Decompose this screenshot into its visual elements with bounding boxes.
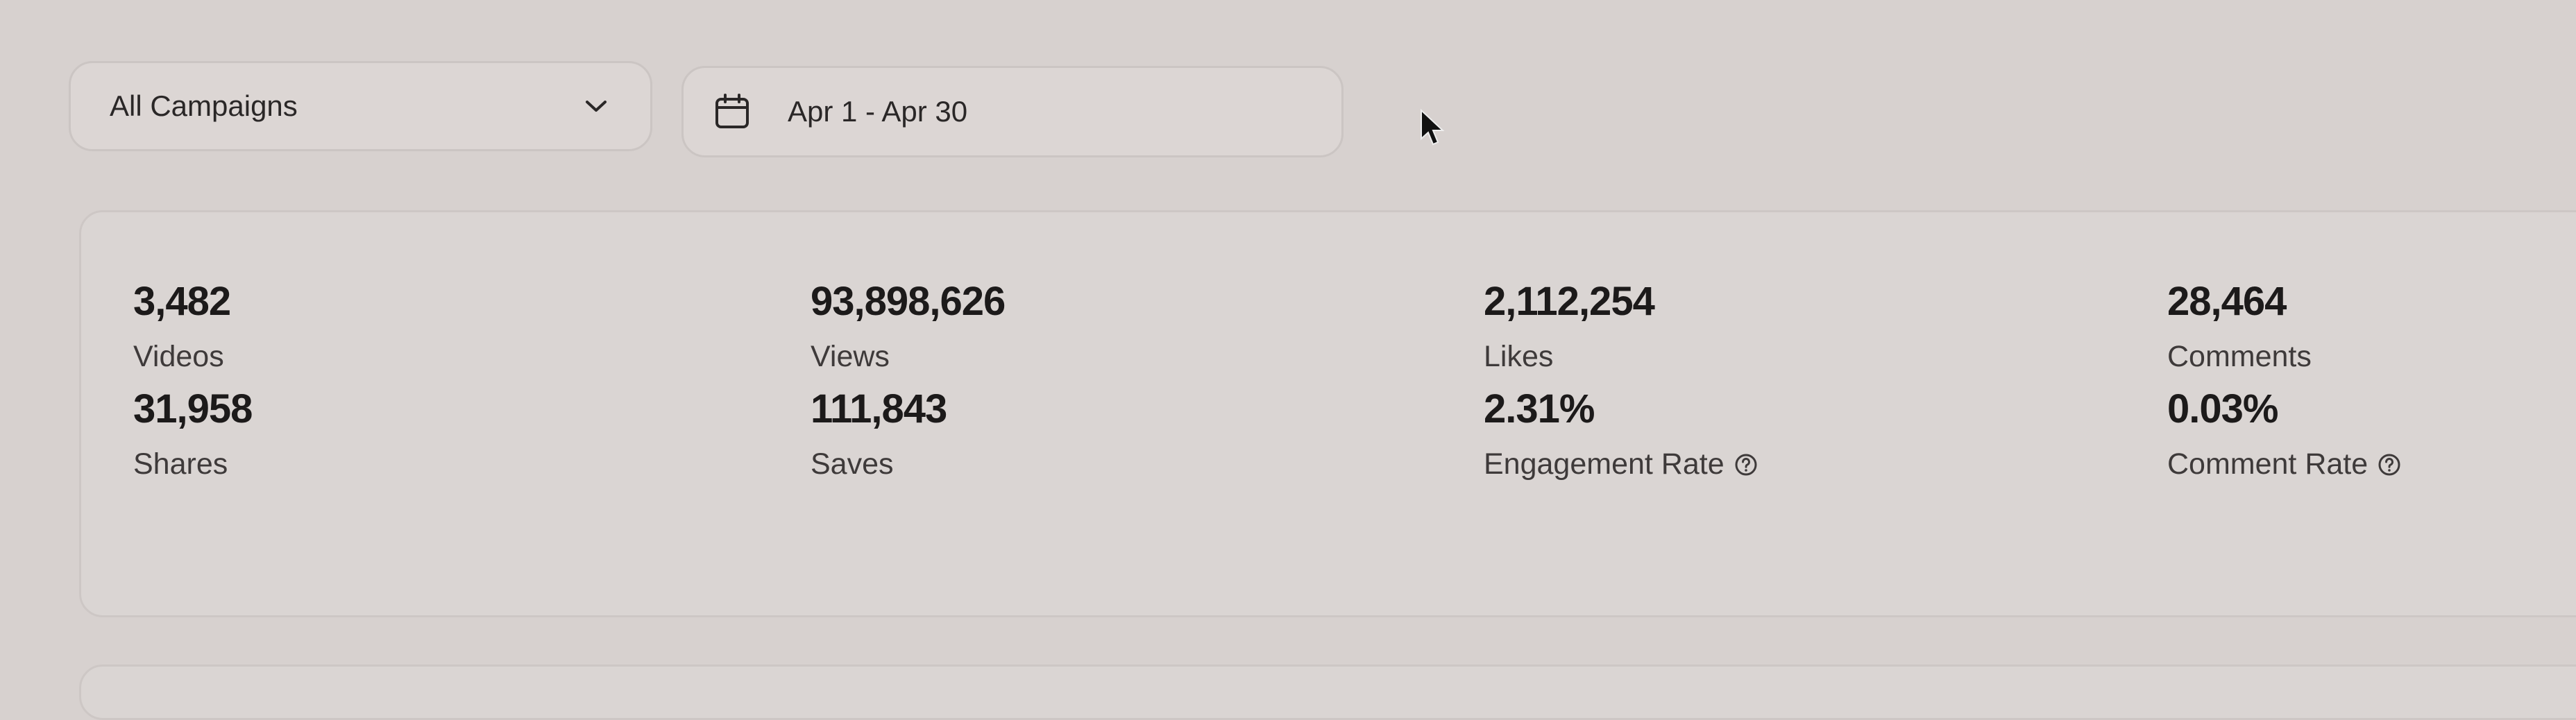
date-range-picker[interactable]: Apr 1 - Apr 30 <box>681 66 1344 157</box>
metric: 31,958 Shares <box>133 386 253 481</box>
campaign-value: All Campaigns <box>110 89 298 122</box>
next-card <box>79 665 2576 720</box>
metric-label-text: Comments <box>2167 340 2312 373</box>
metric-value: 31,958 <box>133 386 253 431</box>
metric-label-text: Likes <box>1484 340 1554 373</box>
metric: 2.31% Engagement Rate <box>1484 386 1758 481</box>
metric-label-text: Views <box>811 340 890 373</box>
metric-value: 28,464 <box>2167 279 2287 324</box>
campaign-select[interactable]: All Campaigns <box>69 61 652 151</box>
metric-label: Comments <box>2167 340 2312 374</box>
metric-value: 2,112,254 <box>1484 279 1655 324</box>
metric-value: 0.03% <box>2167 386 2278 431</box>
page: {"filters": {"campaign": "All Campaigns"… <box>69 61 2576 720</box>
metric-label: Likes <box>1484 340 1654 374</box>
metric: 2,112,254 Likes <box>1484 278 1655 374</box>
help-icon[interactable] <box>1734 453 1758 477</box>
calendar-icon <box>715 94 749 128</box>
metric: 111,843 Saves <box>811 386 947 481</box>
metric-label-text: Shares <box>133 447 228 481</box>
metric-label: Engagement Rate <box>1484 447 1758 481</box>
metric-label-text: Comment Rate <box>2167 447 2369 481</box>
metric-value: 93,898,626 <box>811 279 1006 324</box>
metric: 0.03% Comment Rate <box>2167 386 2401 481</box>
metric: 93,898,626 Views <box>811 278 1006 374</box>
metric-label: Videos <box>133 340 230 374</box>
metric-label: Comment Rate <box>2167 447 2401 481</box>
metric-value: 2.31% <box>1484 386 1595 431</box>
chevron-icon <box>586 101 607 112</box>
screen: All Campaigns Apr 1 - Apr 30 3,482 Videos… <box>69 61 2576 720</box>
stats-card: 3,482 Videos 93,898,626 Views 2,112,254 Likes… <box>79 210 2576 617</box>
help-icon[interactable] <box>2378 453 2401 477</box>
metric-label-text: Videos <box>133 340 224 373</box>
metric: 28,464 Comments <box>2167 278 2312 374</box>
metric: 3,482 Videos <box>133 278 231 374</box>
metric-label: Shares <box>133 447 252 481</box>
metric-label-text: Engagement Rate <box>1484 447 1725 481</box>
metric-label-text: Saves <box>811 447 894 481</box>
metric-label: Saves <box>811 447 947 481</box>
metric-value: 3,482 <box>133 279 231 324</box>
mouse-cursor <box>1421 108 1445 146</box>
date-range-value: Apr 1 - Apr 30 <box>788 95 968 128</box>
metric-value: 111,843 <box>811 386 947 431</box>
metric-label: Views <box>811 340 1005 374</box>
